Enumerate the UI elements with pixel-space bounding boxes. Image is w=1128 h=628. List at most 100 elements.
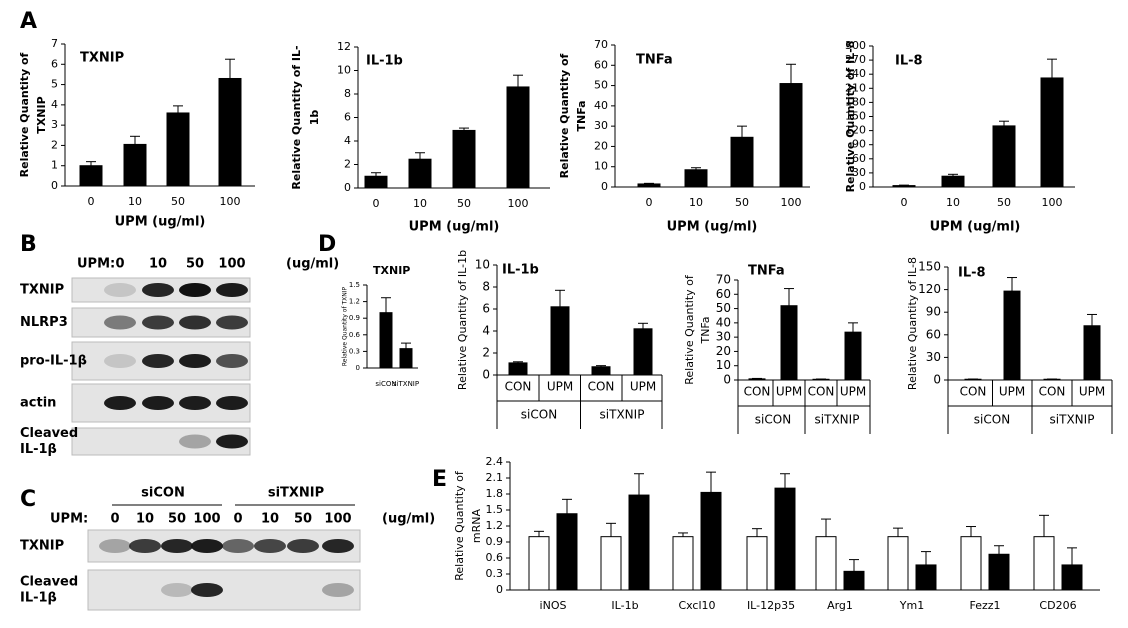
bar <box>941 175 965 188</box>
x-tick-label: siTXNIP <box>393 380 419 388</box>
bar <box>779 83 803 188</box>
blot-band <box>216 283 248 297</box>
y-tick-label: 1.5 <box>349 281 360 289</box>
x-tick-label: 100 <box>508 197 529 210</box>
blot-band <box>216 354 248 368</box>
bar <box>79 165 103 187</box>
y-tick-label: 40 <box>716 315 731 329</box>
group-label: siCON <box>141 486 185 501</box>
y-tick-label: 8 <box>482 280 490 294</box>
bar <box>844 331 862 381</box>
blot-band <box>161 583 193 597</box>
row-label: IL-1β <box>20 591 57 606</box>
bar <box>988 553 1010 591</box>
blot-band <box>191 583 223 597</box>
condition-label: UPM: <box>50 512 88 527</box>
blot-band <box>179 396 211 410</box>
y-tick-label: 240 <box>845 67 866 80</box>
bar <box>1033 536 1055 591</box>
y-tick-label: 180 <box>845 95 866 108</box>
x-tick-label: 10 <box>413 197 427 210</box>
bar <box>780 305 798 381</box>
x-tick-label: 10 <box>946 196 960 209</box>
y-tick-label: 6 <box>482 302 490 316</box>
y-axis-label: Relative Quantity of IL-8 <box>906 257 919 390</box>
group-label: siCON <box>974 413 1010 427</box>
x-tick-label: 100 <box>781 196 802 209</box>
chart-title: TXNIP <box>80 51 124 66</box>
bar <box>892 185 916 188</box>
panel-letter: B <box>20 232 37 257</box>
blot-band <box>104 315 136 330</box>
group-label: siCON <box>521 408 557 422</box>
y-tick-label: 1.2 <box>486 519 504 532</box>
x-tick-label: CON <box>744 385 771 399</box>
row-label: actin <box>20 396 56 411</box>
bar <box>600 536 622 591</box>
blot-band <box>222 539 254 553</box>
panel-letter: E <box>432 467 447 492</box>
x-tick-label: CD206 <box>1039 599 1076 612</box>
y-tick-label: 2 <box>51 138 58 151</box>
y-tick-label: 1.2 <box>349 298 360 306</box>
y-axis-label: Relative Quantity of IL-1b <box>456 250 469 390</box>
x-tick-label: Fezz1 <box>969 599 1000 612</box>
y-tick-label: 30 <box>716 330 731 344</box>
x-tick-label: CON <box>505 380 532 394</box>
blot-band <box>179 434 211 449</box>
y-tick-label: 10 <box>594 160 608 173</box>
row-label: TXNIP <box>20 283 64 298</box>
bar <box>815 536 837 591</box>
y-tick-label: 7 <box>51 37 58 50</box>
row-label: pro-IL-1β <box>20 354 87 369</box>
y-tick-label: 60 <box>716 287 731 301</box>
y-tick-label: 0 <box>344 181 351 194</box>
y-axis-label: Relative Quantity of TXNIP <box>342 286 349 366</box>
chart-title: TNFa <box>636 53 673 68</box>
panel-letter: C <box>20 487 36 512</box>
y-tick-label: 2.4 <box>486 455 504 468</box>
group-label: siTXNIP <box>815 413 860 427</box>
blot-band <box>216 434 248 449</box>
x-tick-label: IL-1b <box>611 599 638 612</box>
y-tick-label: 50 <box>594 79 608 92</box>
blot-membrane <box>87 569 361 611</box>
x-tick-label: 50 <box>997 196 1011 209</box>
lane-label: 100 <box>193 512 220 527</box>
lane-label: 10 <box>261 512 279 527</box>
lane-label: 10 <box>149 257 167 272</box>
y-axis-label: Relative Quantity of IL-8 <box>844 41 857 193</box>
y-tick-label: 4 <box>482 324 490 338</box>
blot-band <box>104 396 136 410</box>
bar <box>452 129 476 189</box>
y-tick-label: 1.5 <box>486 503 504 516</box>
bar <box>1040 77 1064 188</box>
lane-label: 0 <box>115 257 124 272</box>
x-tick-label: Cxcl10 <box>678 599 715 612</box>
bar <box>730 136 754 188</box>
y-tick-label: 90 <box>852 138 866 151</box>
y-tick-label: 1.8 <box>486 487 504 500</box>
y-tick-label: 6 <box>344 111 351 124</box>
lane-label: 10 <box>136 512 154 527</box>
bar <box>746 536 768 591</box>
chart-title: IL-1b <box>502 263 539 278</box>
y-tick-label: 2.1 <box>486 471 504 484</box>
blot-band <box>216 315 248 330</box>
x-tick-label: 0 <box>901 196 908 209</box>
blot-band <box>129 539 161 553</box>
bar <box>672 536 694 591</box>
condition-label: UPM: <box>77 257 115 272</box>
y-axis-label: TNFa <box>699 316 712 344</box>
y-tick-label: 0 <box>859 180 866 193</box>
x-tick-label: IL-12p35 <box>747 599 795 612</box>
y-tick-label: 6 <box>51 57 58 70</box>
y-axis-label: Relative Quantity of <box>18 52 31 177</box>
lane-label: 0 <box>233 512 242 527</box>
y-tick-label: 60 <box>852 152 866 165</box>
blot-band <box>287 539 319 553</box>
chart-title: IL-8 <box>895 54 923 69</box>
blot-band <box>322 539 354 553</box>
lane-label: 50 <box>294 512 312 527</box>
y-axis-label: 1b <box>308 110 321 126</box>
